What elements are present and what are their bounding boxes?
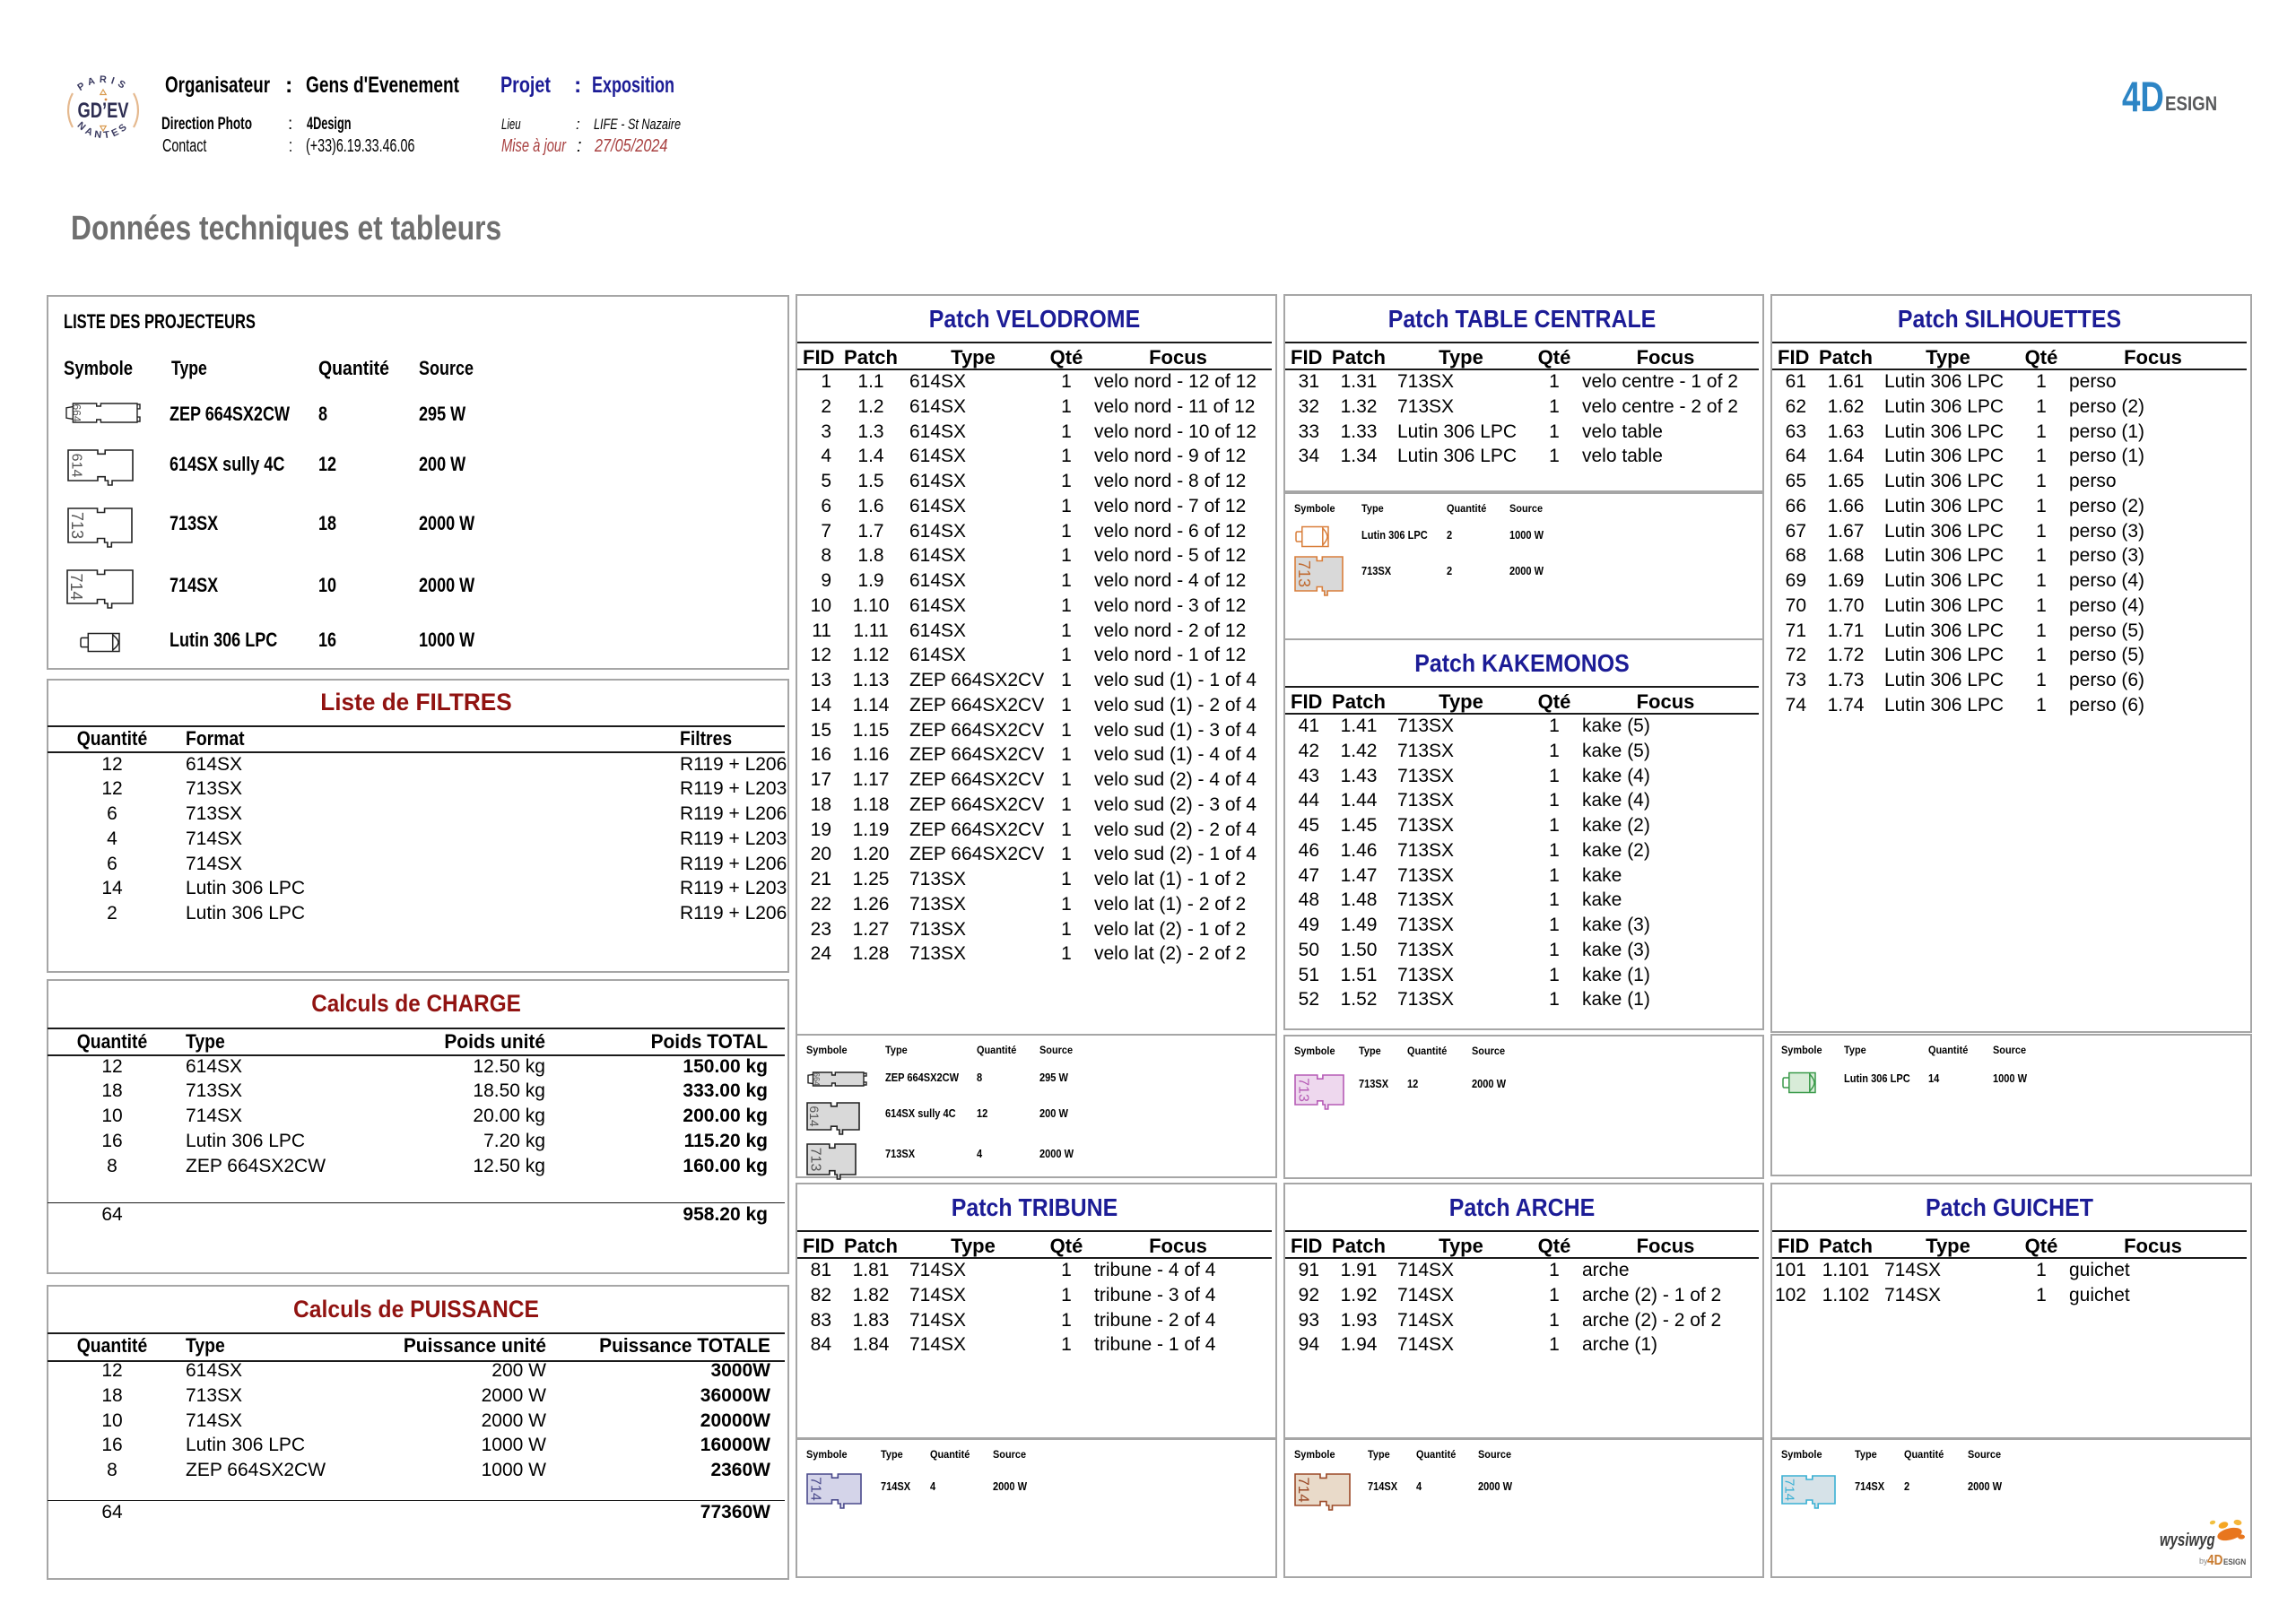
svg-text:614: 614 — [807, 1106, 822, 1127]
svg-text:713: 713 — [68, 512, 86, 539]
svg-text:714: 714 — [807, 1477, 822, 1501]
svg-text:GD’EV: GD’EV — [78, 99, 129, 123]
svg-text:614: 614 — [69, 454, 84, 478]
svg-text:713: 713 — [1295, 560, 1313, 587]
svg-text:713: 713 — [1295, 1078, 1310, 1102]
svg-text:713: 713 — [808, 1148, 823, 1172]
svg-text:664: 664 — [813, 1072, 822, 1086]
svg-text:714: 714 — [1782, 1479, 1797, 1501]
svg-text:714: 714 — [67, 573, 85, 600]
svg-text:714: 714 — [1295, 1477, 1312, 1502]
svg-text:664: 664 — [70, 403, 83, 421]
